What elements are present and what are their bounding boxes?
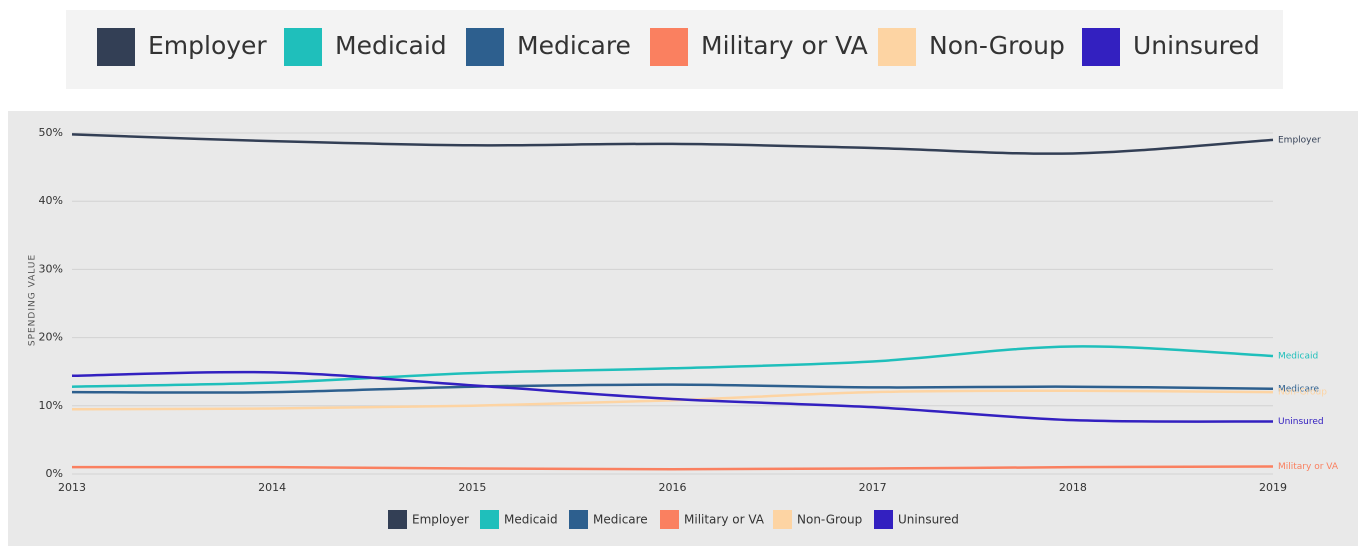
x-tick-label: 2014 (258, 481, 286, 494)
series-line (71, 383, 1274, 394)
legend-label: Medicaid (335, 31, 447, 60)
x-tick-label: 2018 (1059, 481, 1087, 494)
legend-swatch (97, 28, 135, 66)
end-label: Medicare (1278, 384, 1319, 394)
legend-label: Uninsured (1133, 31, 1260, 60)
legend-label: Medicare (517, 31, 631, 60)
y-tick-label: 50% (39, 126, 63, 139)
legend-label: Non-Group (929, 31, 1065, 60)
series-line (71, 133, 1274, 155)
legend-swatch (466, 28, 504, 66)
legend-swatch (660, 510, 679, 529)
legend-swatch (284, 28, 322, 66)
legend-swatch (874, 510, 893, 529)
y-axis-label: SPENDING VALUE (28, 254, 38, 346)
y-tick-label: 30% (39, 262, 63, 275)
legend-label: Medicaid (504, 513, 558, 527)
legend-label: Military or VA (701, 31, 868, 60)
legend-swatch (1082, 28, 1120, 66)
x-tick-label: 2013 (58, 481, 86, 494)
series-line (71, 370, 1274, 423)
series-line (71, 465, 1274, 471)
end-label: Uninsured (1278, 417, 1324, 427)
legend-swatch (388, 510, 407, 529)
legend-label: Medicare (593, 513, 648, 527)
legend-swatch (480, 510, 499, 529)
end-label: Employer (1278, 135, 1321, 145)
end-label: Medicaid (1278, 352, 1318, 362)
y-tick-label: 40% (39, 194, 63, 207)
legend-swatch (878, 28, 916, 66)
legend-label: Uninsured (898, 513, 959, 527)
legend-swatch (773, 510, 792, 529)
legend-swatch (569, 510, 588, 529)
legend-swatch (650, 28, 688, 66)
y-tick-label: 20% (39, 331, 63, 344)
end-label: Non-Group (1278, 388, 1327, 398)
end-label: Military or VA (1278, 462, 1339, 472)
legend-label: Military or VA (684, 513, 765, 527)
y-tick-label: 10% (39, 399, 63, 412)
x-tick-label: 2017 (859, 481, 887, 494)
legend-label: Employer (148, 31, 267, 60)
series-line (71, 389, 1274, 411)
x-tick-label: 2019 (1259, 481, 1287, 494)
legend-label: Employer (412, 513, 469, 527)
series-line (71, 345, 1274, 388)
y-tick-label: 0% (46, 467, 63, 480)
legend-label: Non-Group (797, 513, 862, 527)
x-tick-label: 2015 (458, 481, 486, 494)
x-tick-label: 2016 (659, 481, 687, 494)
